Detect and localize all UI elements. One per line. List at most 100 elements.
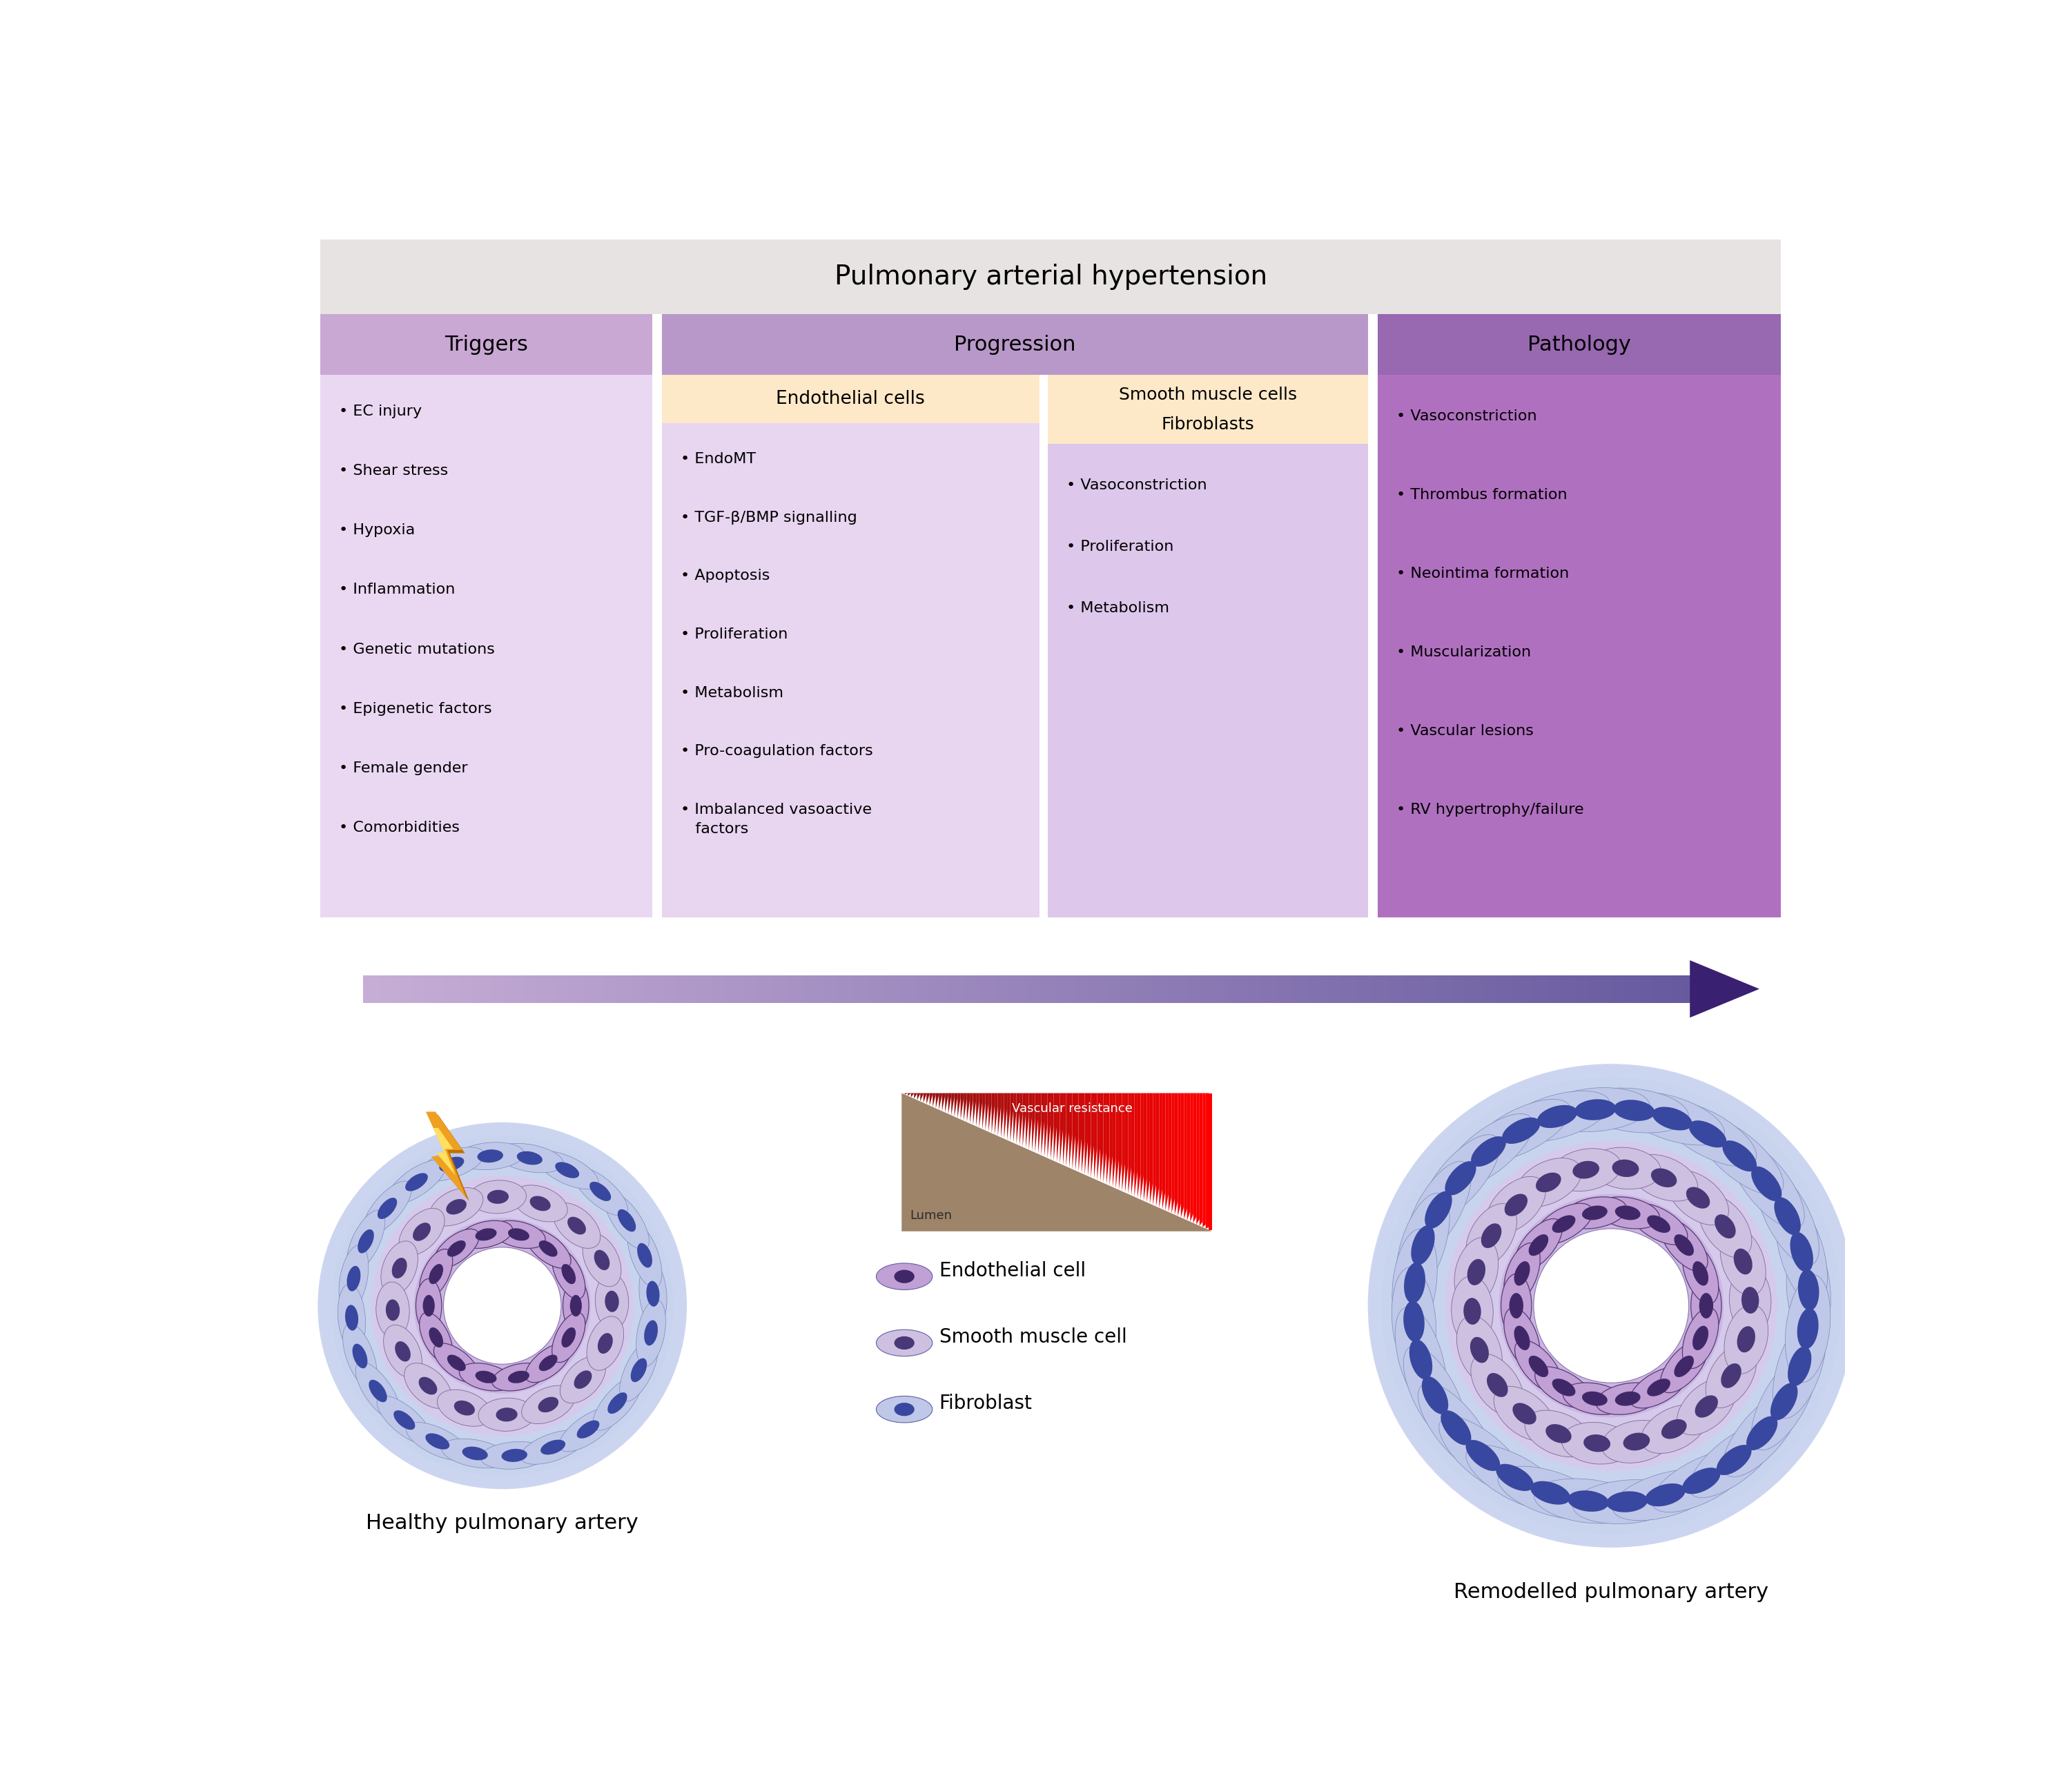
FancyBboxPatch shape [1349, 975, 1355, 1004]
Ellipse shape [496, 1409, 517, 1421]
Text: Fibroblast: Fibroblast [939, 1394, 1033, 1414]
Polygon shape [1017, 1093, 1019, 1145]
FancyBboxPatch shape [1562, 975, 1566, 1004]
FancyBboxPatch shape [1084, 975, 1089, 1004]
Polygon shape [949, 1093, 951, 1115]
FancyBboxPatch shape [1513, 975, 1517, 1004]
FancyBboxPatch shape [1685, 975, 1691, 1004]
Ellipse shape [476, 1228, 496, 1240]
FancyBboxPatch shape [894, 975, 898, 1004]
Polygon shape [939, 1093, 943, 1109]
Polygon shape [1144, 1093, 1146, 1201]
Ellipse shape [1607, 1491, 1648, 1512]
FancyBboxPatch shape [797, 975, 802, 1004]
FancyBboxPatch shape [562, 975, 568, 1004]
Ellipse shape [525, 1229, 570, 1269]
Ellipse shape [1691, 1274, 1722, 1337]
Polygon shape [1152, 1093, 1156, 1204]
FancyBboxPatch shape [576, 975, 580, 1004]
Ellipse shape [469, 1181, 527, 1213]
Polygon shape [968, 1093, 970, 1122]
FancyBboxPatch shape [818, 975, 824, 1004]
FancyBboxPatch shape [748, 975, 752, 1004]
Ellipse shape [1757, 1167, 1818, 1265]
Text: • Inflammation: • Inflammation [338, 582, 455, 597]
FancyBboxPatch shape [1447, 975, 1451, 1004]
FancyBboxPatch shape [1027, 975, 1031, 1004]
Ellipse shape [357, 1229, 373, 1253]
Polygon shape [1013, 1093, 1017, 1143]
FancyBboxPatch shape [1578, 975, 1585, 1004]
Ellipse shape [586, 1317, 623, 1371]
Circle shape [371, 1176, 633, 1435]
Polygon shape [1035, 1093, 1037, 1152]
FancyBboxPatch shape [629, 975, 633, 1004]
FancyBboxPatch shape [1673, 975, 1677, 1004]
Ellipse shape [1630, 1367, 1687, 1409]
Ellipse shape [381, 1242, 418, 1296]
FancyBboxPatch shape [1570, 975, 1576, 1004]
FancyBboxPatch shape [687, 975, 691, 1004]
FancyBboxPatch shape [443, 975, 447, 1004]
FancyBboxPatch shape [408, 975, 412, 1004]
Ellipse shape [1591, 1147, 1660, 1190]
Ellipse shape [541, 1439, 566, 1455]
Ellipse shape [1535, 1367, 1593, 1409]
Ellipse shape [363, 1181, 412, 1236]
Polygon shape [908, 1093, 910, 1097]
FancyBboxPatch shape [1164, 975, 1168, 1004]
FancyBboxPatch shape [855, 975, 859, 1004]
Ellipse shape [1404, 1262, 1425, 1303]
Ellipse shape [369, 1380, 387, 1401]
Ellipse shape [1615, 1391, 1640, 1407]
Ellipse shape [535, 1150, 599, 1190]
FancyBboxPatch shape [707, 975, 713, 1004]
Text: Pulmonary arterial hypertension: Pulmonary arterial hypertension [834, 263, 1267, 290]
Text: Vascular resistance: Vascular resistance [1013, 1102, 1134, 1115]
Ellipse shape [525, 1344, 570, 1382]
FancyBboxPatch shape [1353, 975, 1359, 1004]
Polygon shape [988, 1093, 992, 1133]
Ellipse shape [1611, 1159, 1638, 1177]
Ellipse shape [1624, 1434, 1650, 1450]
Ellipse shape [1468, 1260, 1486, 1285]
FancyBboxPatch shape [1636, 975, 1642, 1004]
Ellipse shape [1513, 1403, 1535, 1425]
Ellipse shape [396, 1340, 410, 1362]
FancyBboxPatch shape [412, 975, 416, 1004]
Ellipse shape [1505, 1193, 1527, 1217]
FancyBboxPatch shape [664, 975, 668, 1004]
Circle shape [1499, 1193, 1724, 1417]
Ellipse shape [1505, 1091, 1609, 1142]
FancyBboxPatch shape [1300, 975, 1306, 1004]
Text: • Pro-coagulation factors: • Pro-coagulation factors [681, 744, 873, 758]
Ellipse shape [1515, 1262, 1529, 1285]
FancyBboxPatch shape [974, 975, 978, 1004]
Ellipse shape [1441, 1410, 1472, 1444]
Ellipse shape [1535, 1204, 1593, 1245]
FancyBboxPatch shape [1154, 975, 1160, 1004]
Text: Healthy pulmonary artery: Healthy pulmonary artery [367, 1512, 638, 1532]
Polygon shape [1000, 1093, 1004, 1138]
Ellipse shape [1714, 1215, 1736, 1238]
FancyBboxPatch shape [1062, 975, 1066, 1004]
FancyBboxPatch shape [929, 975, 935, 1004]
Polygon shape [986, 1093, 988, 1131]
FancyBboxPatch shape [451, 975, 457, 1004]
Polygon shape [1089, 1093, 1091, 1176]
FancyBboxPatch shape [920, 975, 925, 1004]
FancyBboxPatch shape [791, 975, 797, 1004]
FancyBboxPatch shape [1654, 975, 1658, 1004]
FancyBboxPatch shape [699, 975, 705, 1004]
FancyBboxPatch shape [1242, 975, 1248, 1004]
FancyBboxPatch shape [592, 975, 599, 1004]
Polygon shape [1054, 1093, 1058, 1161]
Ellipse shape [1494, 1387, 1556, 1441]
Text: Smooth muscle cell: Smooth muscle cell [939, 1328, 1128, 1348]
FancyBboxPatch shape [871, 975, 877, 1004]
FancyBboxPatch shape [836, 975, 840, 1004]
FancyBboxPatch shape [611, 975, 615, 1004]
FancyBboxPatch shape [925, 975, 931, 1004]
FancyBboxPatch shape [1287, 975, 1292, 1004]
FancyBboxPatch shape [1054, 975, 1058, 1004]
